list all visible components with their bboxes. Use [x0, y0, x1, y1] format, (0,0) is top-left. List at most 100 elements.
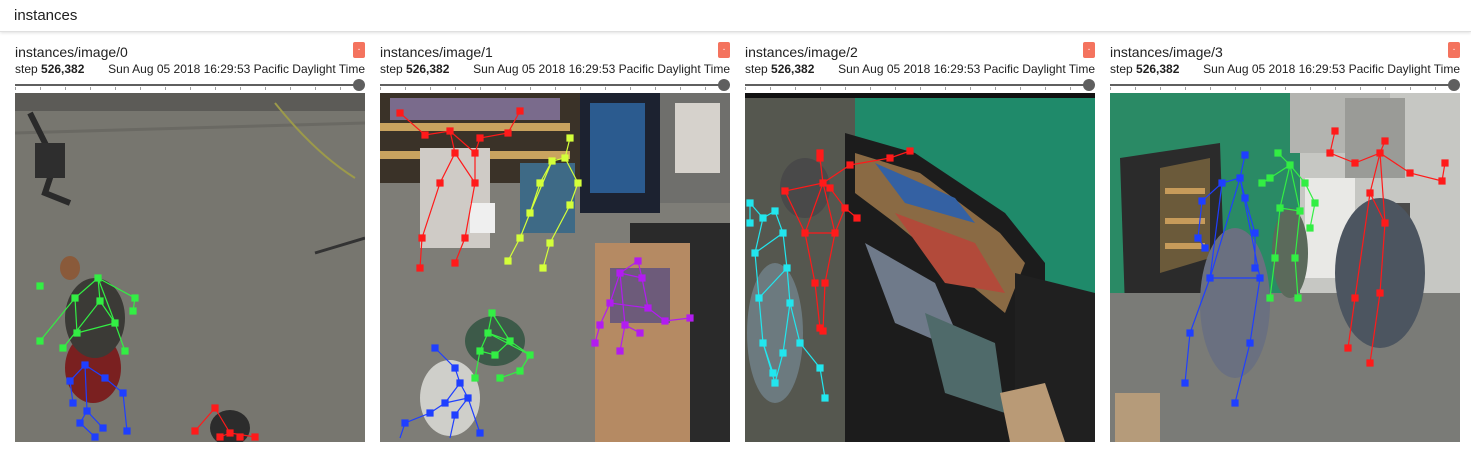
slider-tick: [90, 87, 91, 90]
slider-tick: [530, 87, 531, 90]
image-frame: [1110, 93, 1460, 442]
slider-track[interactable]: [1110, 84, 1454, 86]
step-label: step: [15, 62, 38, 76]
slider-tick: [920, 87, 921, 90]
card-title: instances/image/0: [15, 44, 128, 60]
slider-tick: [895, 87, 896, 90]
slider-tick: [140, 87, 141, 90]
image-card-1: instances/image/1 . step 526,382 Sun Aug…: [380, 40, 730, 442]
slider-tick: [240, 87, 241, 90]
slider-tick: [1360, 87, 1361, 90]
slider-tick: [795, 87, 796, 90]
slider-tick: [970, 87, 971, 90]
skeleton-red: [396, 107, 524, 272]
step-label: step: [745, 62, 768, 76]
slider-tick: [1335, 87, 1336, 90]
slider-tick: [1110, 87, 1111, 90]
slider-tick: [870, 87, 871, 90]
run-color-badge[interactable]: .: [1083, 42, 1095, 58]
timestamp: Sun Aug 05 2018 16:29:53 Pacific Dayligh…: [108, 62, 365, 76]
slider-tick: [115, 87, 116, 90]
slider-tick: [290, 87, 291, 90]
run-color-badge[interactable]: .: [1448, 42, 1460, 58]
slider-tick: [165, 87, 166, 90]
step-text: step 526,382: [745, 62, 814, 76]
step-slider[interactable]: [1110, 79, 1460, 91]
slider-tick: [405, 87, 406, 90]
step-value: 526,382: [41, 62, 85, 76]
slider-track[interactable]: [745, 84, 1089, 86]
skeleton-green: [36, 274, 139, 355]
step-slider[interactable]: [15, 79, 365, 91]
slider-tick: [505, 87, 506, 90]
slider-tick: [1160, 87, 1161, 90]
slider-tick: [820, 87, 821, 90]
slider-tick: [1020, 87, 1021, 90]
step-slider[interactable]: [380, 79, 730, 91]
step-slider[interactable]: [745, 79, 1095, 91]
slider-track[interactable]: [15, 84, 359, 86]
slider-tick: [15, 87, 16, 90]
image-cards: instances/image/0 . step 526,382 Sun Aug…: [0, 40, 1471, 449]
slider-tick: [215, 87, 216, 90]
slider-tick: [430, 87, 431, 90]
step-text: step 526,382: [15, 62, 84, 76]
section-header[interactable]: instances: [0, 0, 1471, 32]
slider-tick: [1260, 87, 1261, 90]
run-color-badge[interactable]: .: [353, 42, 365, 58]
step-text: step 526,382: [1110, 62, 1179, 76]
slider-tick: [1070, 87, 1071, 90]
run-color-badge[interactable]: .: [718, 42, 730, 58]
slider-thumb[interactable]: [1083, 79, 1095, 91]
skeleton-red: [1326, 127, 1449, 367]
slider-tick: [705, 87, 706, 90]
slider-tick: [1435, 87, 1436, 90]
skeleton-blue: [399, 344, 484, 439]
slider-tick: [265, 87, 266, 90]
timestamp: Sun Aug 05 2018 16:29:53 Pacific Dayligh…: [838, 62, 1095, 76]
slider-tick: [555, 87, 556, 90]
section-title: instances: [14, 7, 78, 24]
image-3: [1110, 93, 1460, 442]
timestamp: Sun Aug 05 2018 16:29:53 Pacific Dayligh…: [473, 62, 730, 76]
slider-tick: [40, 87, 41, 90]
slider-tick: [1285, 87, 1286, 90]
slider-thumb[interactable]: [718, 79, 730, 91]
slider-tick: [1410, 87, 1411, 90]
slider-track[interactable]: [380, 84, 724, 86]
image-0: [15, 93, 365, 442]
slider-tick: [340, 87, 341, 90]
step-value: 526,382: [406, 62, 450, 76]
skeleton-blue: [66, 361, 131, 441]
step-label: step: [1110, 62, 1133, 76]
skeleton-yellow: [504, 134, 582, 272]
slider-tick: [455, 87, 456, 90]
card-title: instances/image/3: [1110, 44, 1223, 60]
slider-tick: [190, 87, 191, 90]
skeleton-green: [1258, 149, 1319, 302]
card-title: instances/image/1: [380, 44, 493, 60]
slider-tick: [1210, 87, 1211, 90]
step-value: 526,382: [1136, 62, 1180, 76]
slider-tick: [770, 87, 771, 90]
slider-tick: [745, 87, 746, 90]
step-text: step 526,382: [380, 62, 449, 76]
skeleton-cyan: [746, 199, 829, 402]
slider-tick: [1385, 87, 1386, 90]
image-2: [745, 93, 1095, 442]
slider-tick: [65, 87, 66, 90]
slider-tick: [995, 87, 996, 90]
slider-tick: [1235, 87, 1236, 90]
slider-tick: [1310, 87, 1311, 90]
slider-tick: [1185, 87, 1186, 90]
slider-tick: [945, 87, 946, 90]
slider-tick: [845, 87, 846, 90]
slider-thumb[interactable]: [1448, 79, 1460, 91]
slider-tick: [315, 87, 316, 90]
slider-tick: [480, 87, 481, 90]
step-label: step: [380, 62, 403, 76]
slider-tick: [605, 87, 606, 90]
slider-thumb[interactable]: [353, 79, 365, 91]
step-value: 526,382: [771, 62, 815, 76]
card-title: instances/image/2: [745, 44, 858, 60]
